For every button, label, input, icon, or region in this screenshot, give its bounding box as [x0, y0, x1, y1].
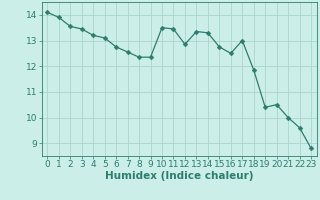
X-axis label: Humidex (Indice chaleur): Humidex (Indice chaleur): [105, 171, 253, 181]
